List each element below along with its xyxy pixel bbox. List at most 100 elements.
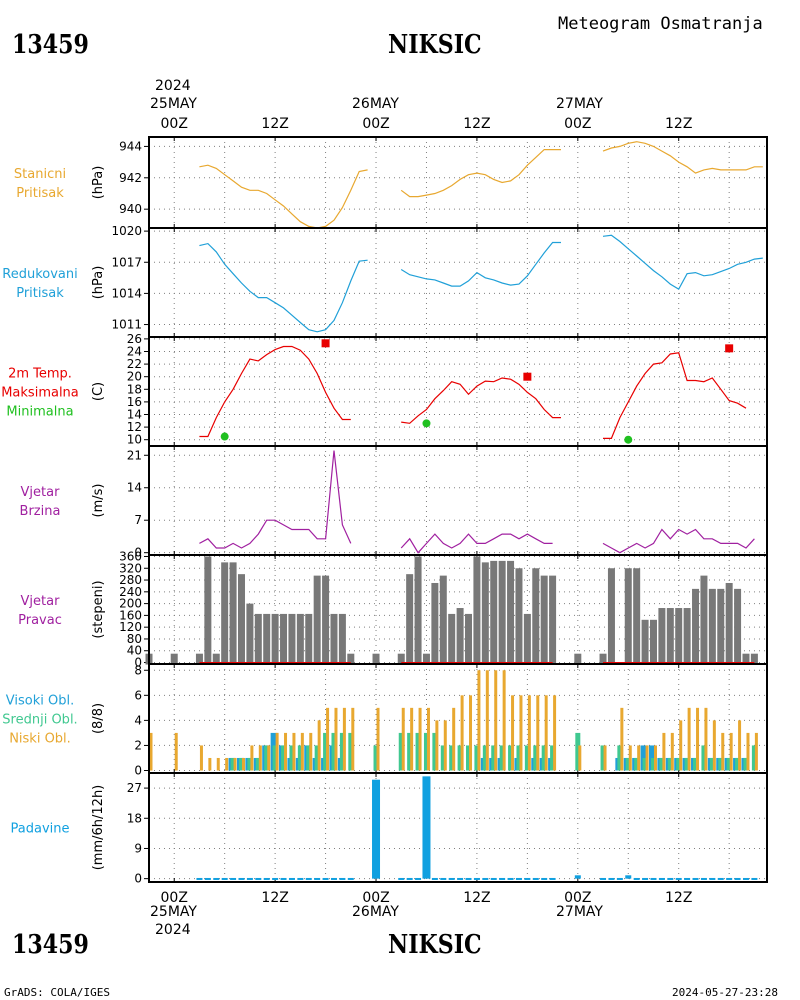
panel-label: Vjetar xyxy=(21,594,61,609)
direction-bar xyxy=(347,653,355,665)
precip-bar xyxy=(541,877,548,880)
product-title: Meteogram Osmatranja xyxy=(558,14,763,34)
precip-bar xyxy=(246,877,253,880)
y-tick-label: 940 xyxy=(119,202,142,216)
precip-bar xyxy=(448,877,455,880)
precip-bar xyxy=(204,877,211,880)
series-line xyxy=(400,241,561,287)
direction-bar xyxy=(498,560,506,665)
cloud-bar xyxy=(149,732,153,771)
tmax-marker xyxy=(725,344,734,353)
precip-bar xyxy=(305,877,312,880)
series-line xyxy=(199,450,352,549)
y-tick-label: 1011 xyxy=(111,318,142,332)
cloud-bar xyxy=(485,670,489,771)
series-line xyxy=(400,533,553,554)
precip-bar xyxy=(297,877,304,880)
y-tick-label: 18 xyxy=(127,811,142,825)
y-tick-label: 9 xyxy=(134,841,142,855)
direction-bar xyxy=(305,613,313,665)
direction-bar xyxy=(624,568,632,665)
panel-label: Padavine xyxy=(11,822,70,837)
precip-bar xyxy=(600,877,607,880)
bottom-hour-label: 12Z xyxy=(261,890,288,906)
tmax-marker xyxy=(321,339,330,348)
cloud-bar xyxy=(729,732,733,771)
cloud-bar xyxy=(230,757,236,771)
station-name-bottom: NIKSIC xyxy=(388,930,482,960)
direction-bar xyxy=(750,653,758,665)
series-line xyxy=(602,234,763,291)
cloud-bar xyxy=(199,745,203,771)
cloud-bar xyxy=(426,707,430,771)
y-tick-label: 160 xyxy=(119,608,142,622)
panel-label: Brzina xyxy=(20,504,61,519)
precip-bar xyxy=(406,877,413,880)
direction-bar xyxy=(288,613,296,665)
footer-credit: GrADS: COLA/IGES xyxy=(4,986,110,999)
footer-timestamp: 2024-05-27-23:28 xyxy=(672,986,778,999)
cloud-bar xyxy=(482,745,488,771)
y-axis-label: (mm/6h/12h) xyxy=(91,785,106,871)
precip-bar xyxy=(263,877,270,880)
cloud-bar xyxy=(348,732,354,771)
precip-bar xyxy=(692,877,699,880)
precip-bar xyxy=(633,877,640,880)
cloud-bar xyxy=(284,732,288,771)
panel-label: Maksimalna xyxy=(1,386,79,401)
cloud-bar xyxy=(637,745,641,771)
direction-bar xyxy=(523,613,531,665)
y-tick-label: 21 xyxy=(127,448,142,462)
y-axis-label: (hPa) xyxy=(91,166,106,200)
direction-bar xyxy=(229,562,237,665)
series-line xyxy=(603,352,747,439)
cloud-bar xyxy=(474,745,480,771)
panel-label: 2m Temp. xyxy=(8,367,72,382)
bottom-date-2: 26MAY xyxy=(352,904,399,920)
cloud-bar xyxy=(620,707,624,771)
bottom-hour-label: 00Z xyxy=(362,890,389,906)
series-line xyxy=(401,377,561,424)
y-tick-label: 27 xyxy=(127,781,142,795)
direction-bar xyxy=(490,560,498,665)
cloud-bar xyxy=(401,707,405,771)
cloud-bar xyxy=(272,745,278,771)
y-tick-label: 4 xyxy=(134,713,142,727)
direction-bar xyxy=(717,588,725,665)
panel-label: Pravac xyxy=(18,613,62,628)
cloud-bar xyxy=(457,745,463,771)
direction-bar xyxy=(431,582,439,665)
cloud-bar xyxy=(751,745,757,771)
direction-bar xyxy=(473,556,481,665)
precip-bar xyxy=(431,877,438,880)
direction-bar xyxy=(280,613,288,665)
precip-bar xyxy=(422,776,431,879)
precip-bar xyxy=(532,877,539,880)
bottom-date-3: 27MAY xyxy=(556,904,603,920)
cloud-bar xyxy=(544,695,548,771)
direction-bar xyxy=(683,608,691,665)
y-tick-label: 240 xyxy=(119,585,142,599)
tmin-marker xyxy=(624,435,633,444)
cloud-bar xyxy=(603,745,607,771)
direction-bar xyxy=(338,613,346,665)
precip-bar xyxy=(616,877,623,880)
y-axis-label: (8/8) xyxy=(91,703,106,734)
direction-bar xyxy=(607,568,615,665)
cloud-bar xyxy=(208,757,212,771)
direction-bar xyxy=(322,575,330,665)
cloud-bar xyxy=(721,732,725,771)
cloud-bar xyxy=(704,707,708,771)
precip-bar xyxy=(339,877,346,880)
cloud-bar xyxy=(709,757,715,771)
direction-bar xyxy=(599,653,607,665)
cloud-bar xyxy=(264,745,270,771)
y-tick-label: 280 xyxy=(119,573,142,587)
precip-bar xyxy=(684,877,691,880)
y-tick-label: 6 xyxy=(134,688,142,702)
cloud-bar xyxy=(225,757,229,771)
precip-bar xyxy=(457,877,464,880)
top-hour-label: 12Z xyxy=(261,116,288,132)
direction-bar xyxy=(641,619,649,665)
